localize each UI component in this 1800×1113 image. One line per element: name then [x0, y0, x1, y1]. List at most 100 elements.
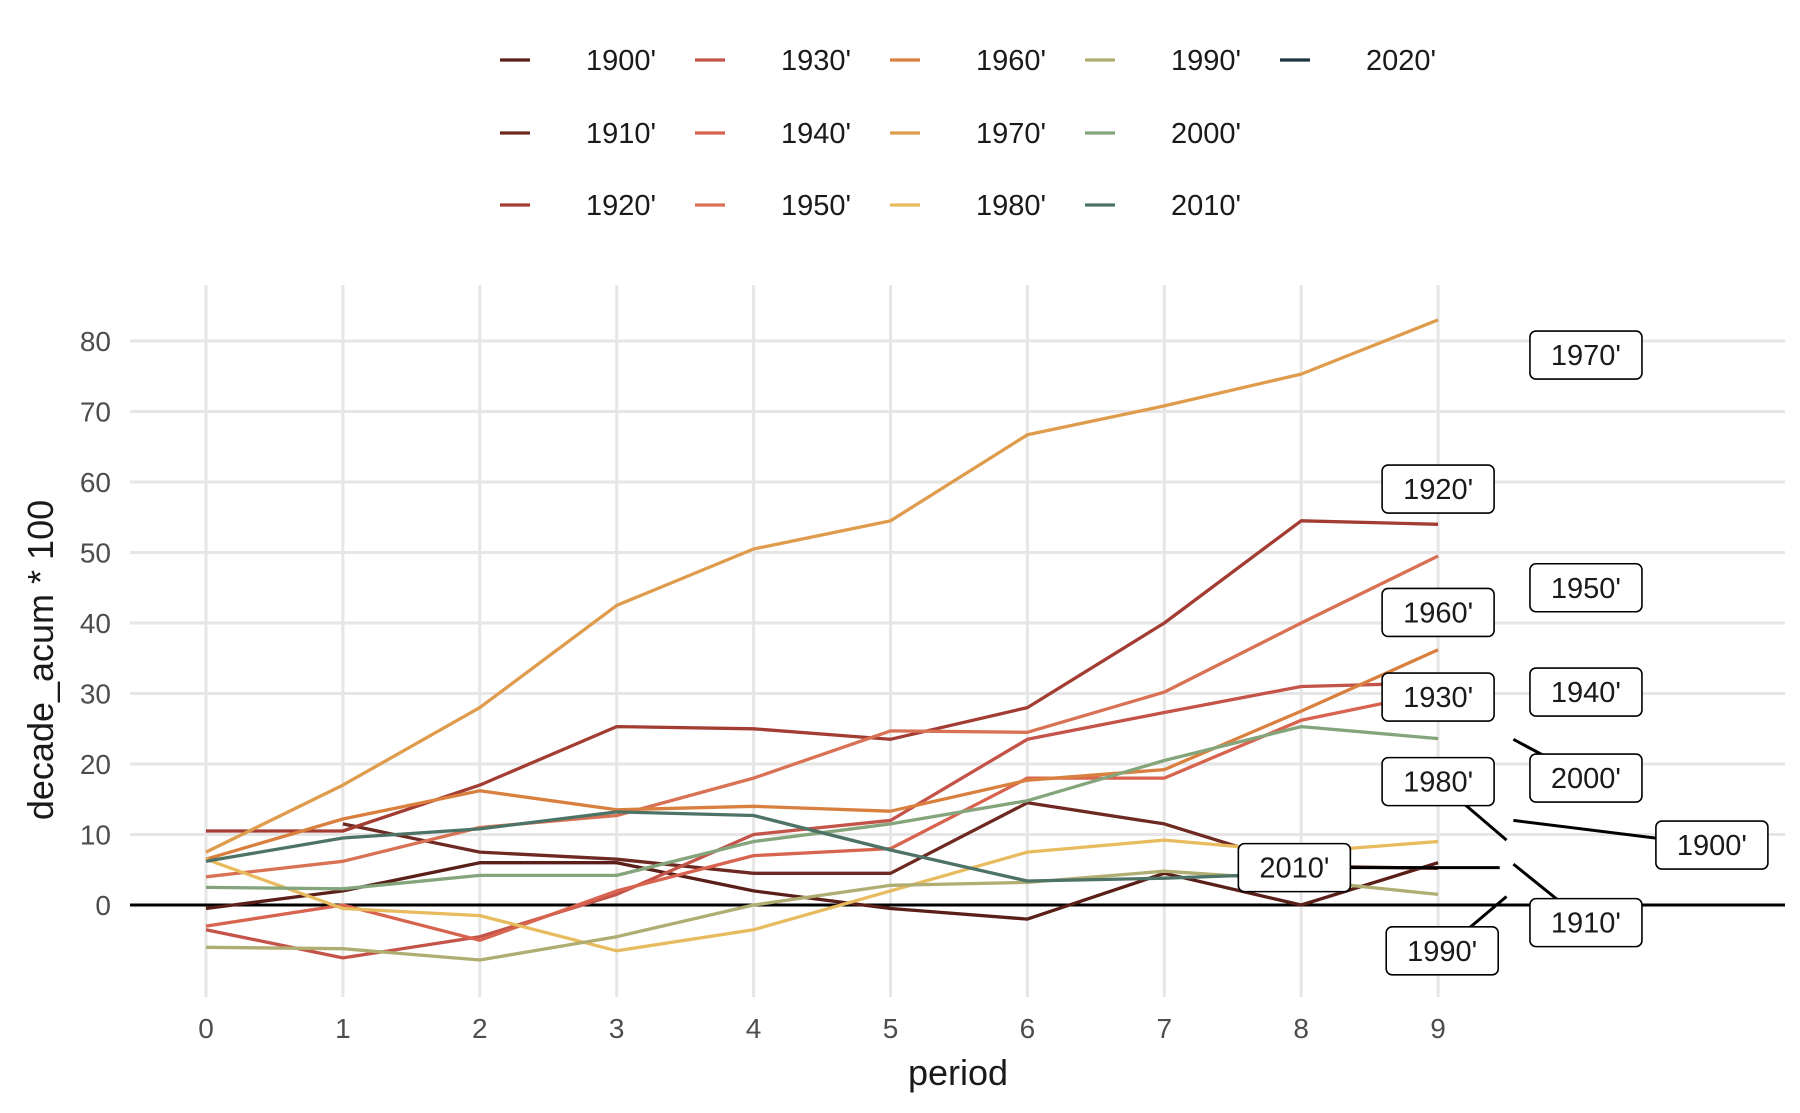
x-tick-label: 5 [883, 1013, 899, 1044]
x-axis-title: period [908, 1052, 1008, 1093]
legend-item-1900: 1900' [500, 45, 656, 77]
legend-label: 1930' [781, 45, 851, 77]
x-tick-label: 9 [1430, 1013, 1446, 1044]
callout-text: 1950' [1551, 573, 1621, 605]
legend-item-1980: 1980' [890, 190, 1046, 222]
series-line-1930 [205, 681, 1439, 960]
callout-box [1529, 753, 1643, 803]
series-line-1920 [206, 519, 1439, 833]
y-tick-label: 40 [80, 608, 111, 639]
y-tick-label: 50 [80, 538, 111, 569]
y-tick-label: 80 [80, 326, 111, 357]
callout-2010: 2010' [1237, 842, 1352, 893]
callout-text: 1900' [1677, 830, 1747, 862]
callout-box [1381, 756, 1495, 807]
legend-item-1910: 1910' [500, 118, 656, 150]
callout-box [1385, 926, 1500, 976]
legend-label: 1950' [781, 190, 851, 222]
legend-label: 1920' [586, 190, 656, 222]
callout-text: 1910' [1551, 908, 1621, 940]
callout-1990: 1990' [1385, 926, 1500, 976]
x-tick-label: 3 [609, 1013, 625, 1044]
legend-item-1940: 1940' [695, 118, 851, 150]
callout-text: 1920' [1403, 474, 1473, 506]
callout-text: 1960' [1403, 597, 1473, 629]
y-tick-label: 60 [80, 467, 111, 498]
legend-label: 1990' [1171, 45, 1241, 77]
x-tick-label: 7 [1157, 1013, 1173, 1044]
series-lines [205, 318, 1439, 962]
callout-box [1381, 672, 1495, 722]
series-line-1940 [205, 690, 1439, 942]
callout-text: 2010' [1259, 853, 1329, 885]
y-tick-label: 30 [80, 679, 111, 710]
series-line-2010 [205, 810, 1302, 883]
y-axis-title: decade_acum * 100 [20, 500, 61, 820]
callout-leaders [1294, 738, 1713, 952]
y-tick-label: 20 [80, 749, 111, 780]
y-tick-label: 10 [80, 820, 111, 851]
legend-label: 2020' [1366, 45, 1436, 77]
callout-2000: 2000' [1529, 753, 1643, 803]
x-tick-label: 8 [1293, 1013, 1309, 1044]
callout-text: 1970' [1551, 340, 1621, 372]
callout-box [1529, 897, 1643, 948]
callout-box [1381, 464, 1495, 514]
callout-box [1529, 562, 1643, 613]
callout-1920: 1920' [1381, 464, 1495, 514]
legend-item-1930: 1930' [695, 45, 851, 77]
callout-1900: 1900' [1655, 820, 1769, 870]
legend-label: 1970' [976, 118, 1046, 150]
legend-label: 1940' [781, 118, 851, 150]
callout-text: 1990' [1407, 936, 1477, 968]
legend-item-1920: 1920' [500, 190, 656, 222]
series-line-1980 [205, 838, 1439, 953]
callout-1910: 1910' [1529, 897, 1643, 948]
callout-text: 1930' [1403, 682, 1473, 714]
legend-label: 1980' [976, 190, 1046, 222]
legend-label: 1900' [586, 45, 656, 77]
callout-1940: 1940' [1529, 667, 1643, 717]
callout-box [1529, 330, 1643, 380]
callout-labels: 1970' 1920' 1950' 1960' 1930' 1940' 2000' 1980'… [1237, 330, 1769, 976]
callout-1970: 1970' [1529, 330, 1643, 380]
legend-label: 1960' [976, 45, 1046, 77]
callout-1950: 1950' [1529, 562, 1643, 613]
callout-text: 1940' [1551, 677, 1621, 709]
callout-box [1529, 667, 1643, 717]
legend-item-1950: 1950' [695, 190, 851, 222]
x-tick-label: 1 [335, 1013, 351, 1044]
callout-1980: 1980' [1381, 756, 1495, 807]
x-tick-label: 6 [1020, 1013, 1036, 1044]
y-tick-label: 0 [95, 890, 111, 921]
x-tick-label: 2 [472, 1013, 488, 1044]
legend-item-2020: 2020' [1280, 45, 1436, 77]
callout-text: 1980' [1403, 767, 1473, 799]
legend-item-1960: 1960' [890, 45, 1046, 77]
legend-label: 1910' [586, 118, 656, 150]
series-line-1970 [205, 318, 1439, 854]
legend-item-2010: 2010' [1085, 190, 1241, 222]
legend-item-1990: 1990' [1085, 45, 1241, 77]
legend-item-2000: 2000' [1085, 118, 1241, 150]
callout-1960: 1960' [1381, 587, 1495, 638]
series-line-1960 [205, 648, 1439, 861]
callout-box [1381, 587, 1495, 638]
x-axis-ticks: 0 1 2 3 4 5 6 7 8 9 [198, 1013, 1446, 1044]
callout-text: 2000' [1551, 763, 1621, 795]
x-tick-label: 0 [198, 1013, 214, 1044]
legend-item-1970: 1970' [890, 118, 1046, 150]
callout-1930: 1930' [1381, 672, 1495, 722]
callout-box [1237, 842, 1352, 893]
legend: 1900' 1910' 1920' 1930' 1940' 1950' 1960' 1970'… [500, 45, 1436, 222]
legend-label: 2000' [1171, 118, 1241, 150]
y-axis-ticks: 0 10 20 30 40 50 60 70 80 [80, 326, 111, 921]
series-line-1900 [205, 861, 1439, 921]
y-tick-label: 70 [80, 397, 111, 428]
x-tick-label: 4 [746, 1013, 762, 1044]
legend-label: 2010' [1171, 190, 1241, 222]
grid-lines [130, 285, 1785, 997]
callout-box [1655, 820, 1769, 870]
series-line-1950 [205, 554, 1439, 879]
